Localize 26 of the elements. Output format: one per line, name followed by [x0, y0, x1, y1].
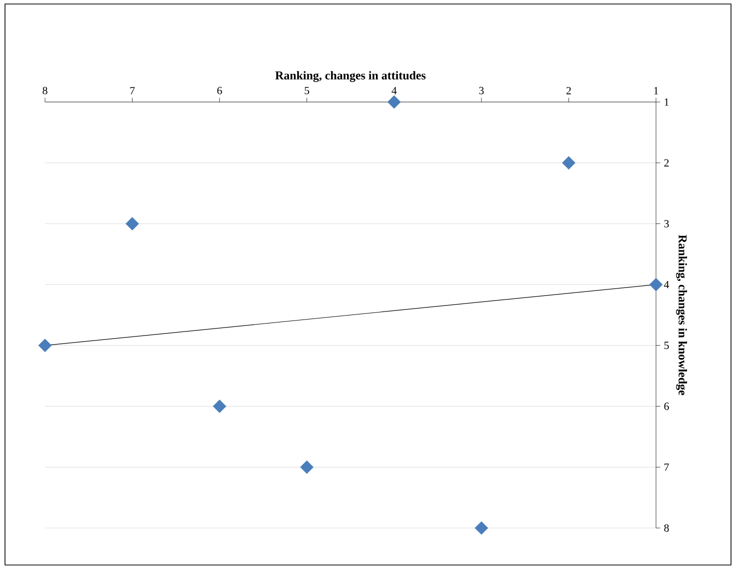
x-tick-label: 6 — [217, 86, 222, 94]
y-tick-label: 5 — [664, 342, 669, 350]
point — [212, 400, 226, 413]
y-tick-label: 3 — [664, 220, 669, 228]
y-tick-label: 7 — [664, 464, 669, 471]
x-tick-label: 3 — [479, 86, 484, 94]
x-tick-label: 1 — [654, 87, 658, 94]
x-tick-label: 8 — [42, 86, 48, 94]
y-tick-label: 6 — [664, 402, 669, 410]
point — [474, 521, 488, 535]
y-tick-label: 8 — [664, 524, 669, 532]
x-axis-title: Ranking, changes in attitudes — [275, 71, 426, 82]
x-tick-label: 5 — [304, 86, 310, 94]
point — [38, 338, 52, 352]
point — [562, 156, 576, 170]
y-axis-title: Ranking, changes in knowledge — [676, 234, 688, 396]
point — [126, 217, 139, 230]
point — [649, 278, 663, 292]
x-tick-label: 4 — [392, 87, 397, 94]
y-tick-label: 1 — [664, 98, 669, 106]
y-tick-label: 4 — [664, 280, 670, 288]
x-tick-label: 7 — [130, 87, 135, 94]
point — [300, 460, 314, 474]
y-tick-label: 2 — [664, 159, 669, 166]
x-tick-label: 2 — [566, 86, 571, 94]
point — [387, 95, 401, 109]
